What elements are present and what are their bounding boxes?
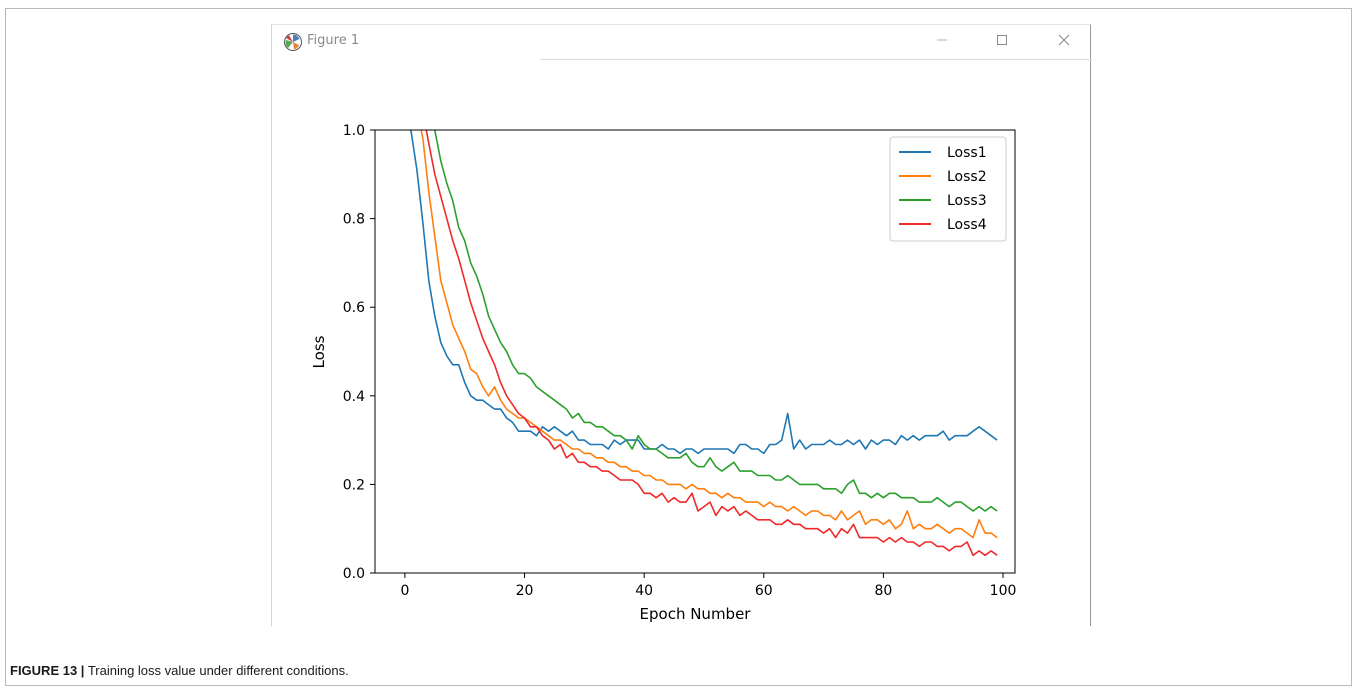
maximize-icon [996, 33, 1008, 51]
close-button[interactable] [1042, 29, 1086, 55]
y-tick-label: 0.6 [343, 300, 365, 316]
x-axis-label: Epoch Number [640, 605, 752, 623]
figure-caption: FIGURE 13 | Training loss value under di… [10, 663, 349, 678]
legend-label-loss2: Loss2 [947, 169, 987, 185]
figure-window: Figure 1 0 20 40 60 80 100 0.0 0.2 0.4 0.6 0.8 1.0 … [271, 24, 1092, 626]
axes-frame [374, 129, 1016, 574]
window-title: Figure 1 [307, 33, 360, 48]
close-icon [1058, 33, 1070, 51]
x-tick-label: 40 [635, 583, 653, 599]
series-line-loss1 [410, 130, 998, 455]
y-tick-label: 0.2 [343, 477, 365, 493]
caption-label: FIGURE 13 | [10, 663, 85, 678]
legend-label-loss4: Loss4 [947, 217, 987, 233]
series-line-loss2 [420, 130, 998, 539]
minimize-button[interactable] [920, 29, 964, 55]
loss-chart: 0 20 40 60 80 100 0.0 0.2 0.4 0.6 0.8 1.0 Epoch Num… [310, 123, 1017, 623]
x-tick-label: 80 [874, 583, 892, 599]
y-tick-label: 1.0 [343, 123, 365, 139]
series-line-loss3 [433, 130, 998, 512]
y-tick-label: 0.0 [343, 566, 365, 582]
x-tick-label: 0 [400, 583, 409, 599]
legend-box [889, 136, 1007, 242]
caption-text: Training loss value under different cond… [87, 663, 349, 678]
window-titlebar[interactable]: Figure 1 [272, 25, 1090, 59]
x-tick-label: 60 [755, 583, 773, 599]
titlebar-divider [540, 59, 1092, 60]
legend: Loss1 Loss2 Loss3 Loss4 [889, 136, 1007, 242]
y-tick-label: 0.4 [343, 389, 365, 405]
legend-label-loss3: Loss3 [947, 193, 987, 209]
legend-label-loss1: Loss1 [947, 145, 987, 161]
y-axis-label: Loss [310, 335, 328, 368]
minimize-icon [936, 33, 948, 51]
series-line-loss4 [425, 130, 998, 557]
series-layer [410, 130, 998, 557]
maximize-button[interactable] [980, 29, 1024, 55]
x-tick-label: 100 [990, 583, 1017, 599]
ticks-layer: 0 20 40 60 80 100 0.0 0.2 0.4 0.6 0.8 1.0 [343, 123, 1017, 599]
x-tick-label: 20 [516, 583, 534, 599]
legend-items: Loss1 Loss2 Loss3 Loss4 [899, 145, 987, 233]
y-tick-label: 0.8 [343, 212, 365, 228]
matplotlib-logo-icon [283, 32, 303, 52]
